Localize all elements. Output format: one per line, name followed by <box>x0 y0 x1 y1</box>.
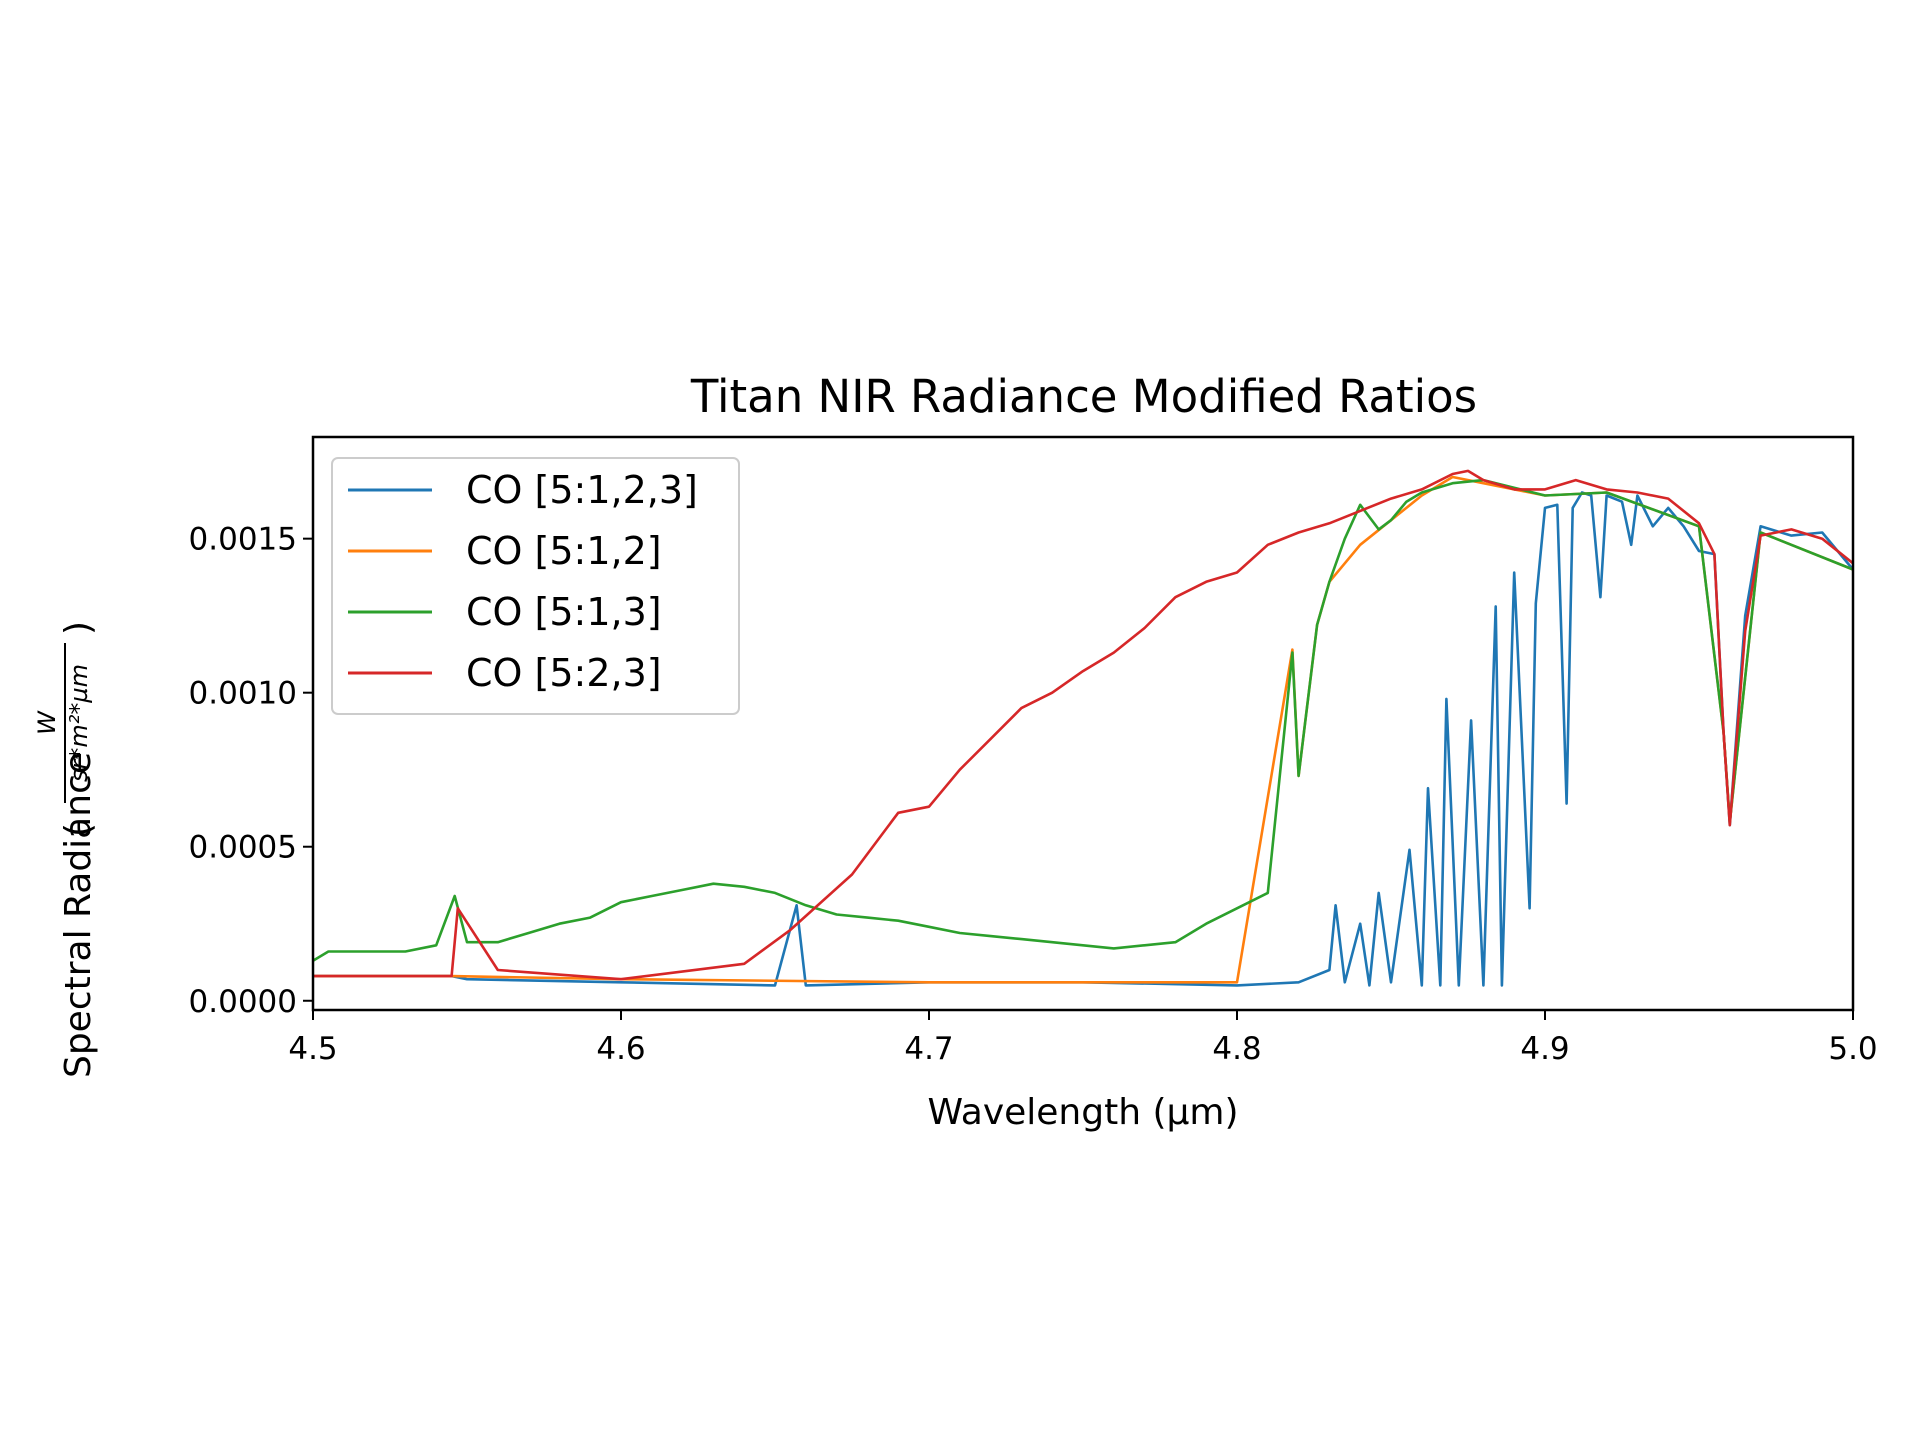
legend-label-1: CO [5:1,2] <box>466 529 662 573</box>
legend-label-0: CO [5:1,2,3] <box>466 468 698 512</box>
plot-lines <box>312 469 1854 987</box>
plot-frame <box>311 435 1855 1012</box>
y-axis: 0.0000 0.0005 0.0010 0.0015 <box>189 522 313 1020</box>
series-line-0 <box>313 491 1854 987</box>
legend-entries: CO [5:1,2,3] CO [5:1,2] CO [5:1,3] CO [5:2,… <box>348 468 698 695</box>
y-tick-label-2: 0.0010 <box>189 676 297 712</box>
y-axis-unit-open-paren: ( <box>58 823 99 837</box>
y-axis-unit-numerator: W <box>33 710 61 735</box>
x-tick-label-0: 4.5 <box>288 1031 337 1067</box>
y-tick-label-0: 0.0000 <box>189 984 297 1020</box>
x-axis-label: Wavelength (µm) <box>927 1092 1238 1133</box>
legend-box <box>331 457 740 715</box>
y-axis-label: Spectral Radiance ( W sr*m²*µm ) <box>33 621 99 1078</box>
series-line-2 <box>312 478 1854 962</box>
x-axis: 4.5 4.6 4.7 4.8 4.9 5.0 <box>288 1010 1878 1067</box>
legend-label-3: CO [5:2,3] <box>466 651 662 695</box>
y-axis-unit-close-paren: ) <box>58 621 99 635</box>
x-tick-label-4: 4.9 <box>1520 1031 1569 1067</box>
y-tick-label-1: 0.0005 <box>189 830 297 866</box>
legend-label-2: CO [5:1,3] <box>466 590 662 634</box>
chart-title: Titan NIR Radiance Modified Ratios <box>690 370 1477 423</box>
x-tick-label-1: 4.6 <box>596 1031 645 1067</box>
legend: CO [5:1,2,3] CO [5:1,2] CO [5:1,3] CO [5:2,… <box>331 457 740 715</box>
y-axis-label-prefix: Spectral Radiance <box>58 752 99 1078</box>
x-tick-label-2: 4.7 <box>904 1031 953 1067</box>
y-tick-label-3: 0.0015 <box>189 522 297 558</box>
x-tick-label-3: 4.8 <box>1212 1031 1261 1067</box>
x-tick-label-5: 5.0 <box>1828 1031 1877 1067</box>
y-axis-unit-denominator: sr*m²*µm <box>65 664 93 782</box>
series-line-3 <box>313 469 1854 981</box>
